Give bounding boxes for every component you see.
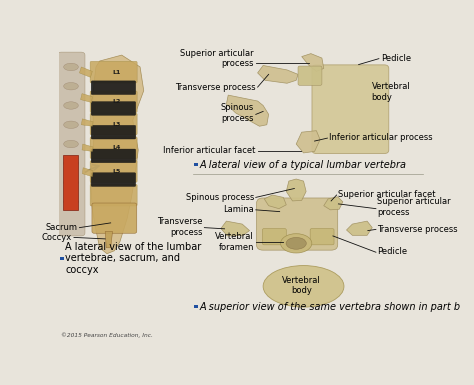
FancyBboxPatch shape	[263, 229, 286, 245]
Polygon shape	[296, 131, 320, 153]
FancyBboxPatch shape	[91, 102, 136, 115]
FancyBboxPatch shape	[57, 52, 85, 236]
Polygon shape	[80, 67, 92, 77]
Text: L2: L2	[113, 99, 121, 104]
Polygon shape	[105, 231, 112, 248]
FancyBboxPatch shape	[256, 198, 337, 250]
Text: Vertebral
body: Vertebral body	[283, 276, 321, 295]
Text: A superior view of the same vertebra shown in part b: A superior view of the same vertebra sho…	[200, 302, 461, 312]
FancyBboxPatch shape	[90, 91, 137, 112]
Text: ©2015 Pearson Education, Inc.: ©2015 Pearson Education, Inc.	[61, 332, 153, 338]
Text: L1: L1	[113, 70, 121, 75]
Text: Spinous
process: Spinous process	[221, 103, 254, 122]
Text: Pedicle: Pedicle	[377, 247, 407, 256]
FancyBboxPatch shape	[92, 203, 137, 233]
Text: A lateral view of a typical lumbar vertebra: A lateral view of a typical lumbar verte…	[200, 160, 407, 170]
Polygon shape	[258, 65, 298, 83]
Polygon shape	[264, 195, 286, 209]
Ellipse shape	[64, 179, 78, 186]
Ellipse shape	[281, 234, 312, 253]
Text: Superior articular
process: Superior articular process	[180, 49, 254, 69]
Polygon shape	[346, 221, 372, 235]
Text: Spinous process: Spinous process	[185, 193, 254, 202]
Ellipse shape	[64, 160, 78, 167]
FancyBboxPatch shape	[91, 126, 136, 139]
Polygon shape	[301, 54, 324, 71]
Text: Transverse process: Transverse process	[175, 83, 256, 92]
FancyBboxPatch shape	[310, 229, 334, 245]
Ellipse shape	[64, 140, 78, 148]
FancyBboxPatch shape	[91, 173, 136, 186]
FancyBboxPatch shape	[63, 155, 78, 210]
Text: L5: L5	[113, 169, 121, 174]
FancyBboxPatch shape	[91, 149, 136, 163]
Text: Superior articular facet: Superior articular facet	[337, 190, 435, 199]
Polygon shape	[82, 119, 93, 126]
Text: L3: L3	[113, 122, 121, 127]
Text: Transverse process: Transverse process	[377, 225, 457, 234]
Polygon shape	[221, 221, 249, 236]
Text: Lamina: Lamina	[223, 205, 254, 214]
FancyBboxPatch shape	[90, 161, 137, 182]
FancyBboxPatch shape	[90, 137, 137, 159]
FancyBboxPatch shape	[90, 61, 137, 83]
Ellipse shape	[64, 82, 78, 90]
Text: Pedicle: Pedicle	[381, 54, 411, 62]
Text: Inferior articular process: Inferior articular process	[329, 133, 433, 142]
Ellipse shape	[286, 238, 306, 249]
Text: A lateral view of the lumbar
vertebrae, sacrum, and
coccyx: A lateral view of the lumbar vertebrae, …	[65, 242, 201, 275]
Polygon shape	[91, 55, 144, 254]
Ellipse shape	[64, 63, 78, 71]
FancyBboxPatch shape	[194, 305, 199, 308]
FancyBboxPatch shape	[298, 66, 322, 85]
FancyBboxPatch shape	[90, 113, 137, 135]
FancyBboxPatch shape	[194, 163, 199, 166]
Ellipse shape	[64, 121, 78, 129]
Text: Transverse
process: Transverse process	[157, 218, 202, 237]
FancyBboxPatch shape	[312, 65, 389, 154]
Polygon shape	[82, 168, 93, 177]
FancyBboxPatch shape	[60, 257, 64, 260]
Text: L4: L4	[113, 146, 121, 151]
Polygon shape	[324, 197, 343, 210]
Ellipse shape	[64, 198, 78, 206]
Polygon shape	[286, 179, 306, 201]
Text: Vertebral
foramen: Vertebral foramen	[215, 232, 254, 251]
Text: Vertebral
body: Vertebral body	[372, 82, 410, 102]
Polygon shape	[81, 94, 92, 102]
Polygon shape	[227, 95, 269, 126]
FancyBboxPatch shape	[90, 184, 137, 206]
Text: Sacrum: Sacrum	[46, 223, 78, 232]
Ellipse shape	[64, 102, 78, 109]
Text: Coccyx: Coccyx	[42, 233, 72, 242]
Ellipse shape	[263, 266, 344, 307]
Text: Inferior articular facet: Inferior articular facet	[164, 146, 256, 155]
FancyBboxPatch shape	[91, 81, 136, 95]
Text: Superior articular
process: Superior articular process	[377, 198, 451, 217]
Polygon shape	[82, 144, 93, 151]
